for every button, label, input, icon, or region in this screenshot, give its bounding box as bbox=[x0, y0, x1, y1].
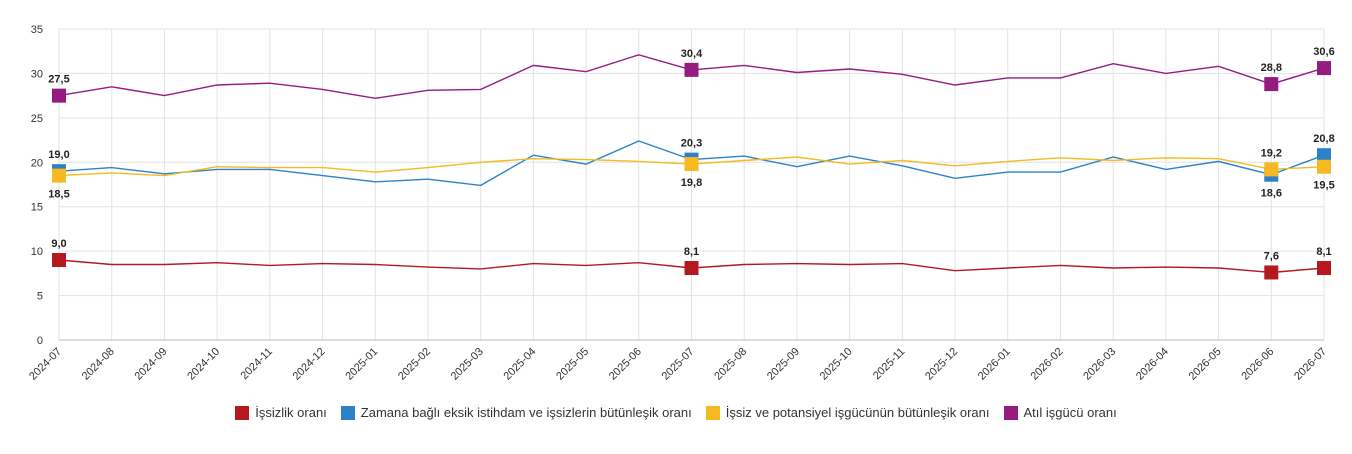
legend-item[interactable]: İşsizlik oranı bbox=[235, 405, 327, 420]
data-label: 20,3 bbox=[681, 138, 702, 150]
x-tick-label: 2026-07 bbox=[1292, 346, 1329, 383]
legend: İşsizlik oranı Zamana bağlı eksik istihda… bbox=[0, 405, 1352, 420]
data-label: 19,8 bbox=[681, 177, 702, 189]
legend-item[interactable]: Zamana bağlı eksik istihdam ve işsizleri… bbox=[340, 405, 692, 420]
data-label: 30,6 bbox=[1313, 46, 1334, 58]
data-marker bbox=[1264, 265, 1279, 280]
x-tick-label: 2025-02 bbox=[396, 346, 433, 383]
legend-swatch bbox=[340, 405, 355, 420]
x-tick-label: 2025-05 bbox=[554, 346, 591, 383]
data-marker bbox=[1317, 61, 1331, 76]
data-marker bbox=[1317, 261, 1331, 276]
x-tick-label: 2024-09 bbox=[133, 346, 170, 383]
x-tick-label: 2025-12 bbox=[923, 346, 960, 383]
x-tick-label: 2025-06 bbox=[607, 346, 644, 383]
data-label: 8,1 bbox=[1316, 246, 1331, 258]
legend-swatch bbox=[1003, 405, 1018, 420]
data-marker bbox=[684, 62, 699, 77]
x-tick-label: 2025-07 bbox=[660, 346, 697, 383]
y-tick-label: 0 bbox=[37, 335, 43, 347]
y-tick-label: 15 bbox=[31, 202, 43, 214]
x-tick-label: 2025-09 bbox=[765, 346, 802, 383]
legend-item[interactable]: İşsiz ve potansiyel işgücünün bütünleşik… bbox=[705, 405, 990, 420]
x-tick-label: 2026-01 bbox=[976, 346, 1013, 383]
data-label: 19,2 bbox=[1261, 147, 1282, 159]
grid bbox=[58, 28, 1325, 341]
data-marker bbox=[52, 253, 66, 268]
legend-item[interactable]: Atıl işgücü oranı bbox=[1003, 405, 1117, 420]
data-marker bbox=[1264, 162, 1279, 177]
x-tick-label: 2024-11 bbox=[238, 346, 274, 382]
x-tick-label: 2025-11 bbox=[871, 346, 907, 382]
legend-label: İşsiz ve potansiyel işgücünün bütünleşik… bbox=[725, 405, 990, 420]
series-markers bbox=[52, 61, 1331, 280]
data-marker bbox=[1317, 159, 1331, 174]
y-axis-ticks: 0 5 10 15 20 25 30 35 bbox=[31, 24, 43, 347]
x-tick-label: 2026-05 bbox=[1187, 346, 1224, 383]
data-marker bbox=[1264, 77, 1279, 92]
x-tick-label: 2024-08 bbox=[80, 346, 117, 383]
x-tick-label: 2026-02 bbox=[1029, 346, 1066, 383]
data-label: 8,1 bbox=[684, 246, 699, 258]
x-tick-label: 2026-06 bbox=[1239, 346, 1276, 383]
data-label: 19,0 bbox=[48, 149, 69, 161]
x-tick-label: 2025-10 bbox=[818, 346, 855, 383]
y-tick-label: 25 bbox=[31, 113, 43, 125]
data-marker bbox=[52, 88, 66, 103]
x-tick-label: 2025-04 bbox=[501, 346, 538, 383]
data-label: 18,6 bbox=[1261, 188, 1282, 200]
data-label: 7,6 bbox=[1264, 250, 1279, 262]
data-label: 20,8 bbox=[1313, 133, 1334, 145]
y-tick-label: 10 bbox=[31, 246, 43, 258]
x-tick-label: 2025-08 bbox=[712, 346, 749, 383]
data-labels: 9,0 8,1 7,6 8,1 19,0 20,3 18,6 20,8 18,5 19,8 19,2… bbox=[48, 46, 1334, 262]
data-label: 28,8 bbox=[1261, 62, 1282, 74]
x-tick-label: 2026-03 bbox=[1081, 346, 1118, 383]
legend-label: Zamana bağlı eksik istihdam ve işsizleri… bbox=[360, 405, 692, 420]
y-tick-label: 30 bbox=[31, 68, 43, 80]
y-tick-label: 35 bbox=[31, 24, 43, 36]
data-marker bbox=[684, 261, 699, 276]
x-tick-label: 2024-12 bbox=[291, 346, 328, 383]
data-label: 18,5 bbox=[48, 189, 69, 201]
legend-swatch bbox=[705, 405, 720, 420]
x-tick-label: 2025-01 bbox=[343, 346, 380, 383]
data-label: 9,0 bbox=[51, 238, 66, 250]
data-label: 27,5 bbox=[48, 74, 69, 86]
legend-label: Atıl işgücü oranı bbox=[1023, 405, 1117, 420]
x-tick-label: 2026-04 bbox=[1134, 346, 1171, 383]
data-marker bbox=[52, 168, 66, 183]
data-marker bbox=[1317, 148, 1331, 163]
x-tick-label: 2024-07 bbox=[27, 346, 64, 383]
data-marker bbox=[684, 157, 699, 172]
y-tick-label: 5 bbox=[37, 291, 43, 303]
y-tick-label: 20 bbox=[31, 157, 43, 169]
x-tick-label: 2025-03 bbox=[449, 346, 486, 383]
data-label: 19,5 bbox=[1313, 180, 1334, 192]
x-axis-ticks: 2024-07 2024-08 2024-09 2024-10 2024-11 2024-… bbox=[27, 346, 1329, 383]
data-label: 30,4 bbox=[681, 48, 703, 60]
legend-label: İşsizlik oranı bbox=[255, 405, 327, 420]
x-tick-label: 2024-10 bbox=[185, 346, 222, 383]
legend-swatch bbox=[235, 405, 250, 420]
